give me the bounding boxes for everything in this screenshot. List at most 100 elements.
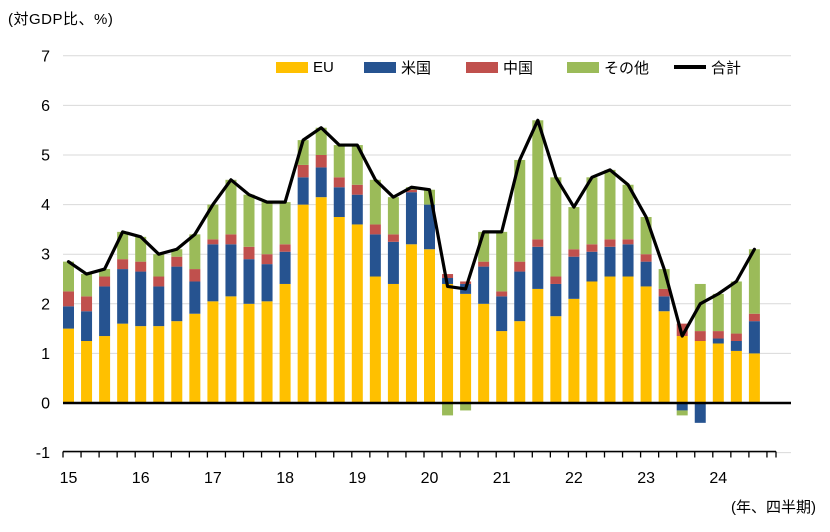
bar-segment	[658, 269, 670, 289]
bar-segment	[387, 283, 399, 403]
bar-segment	[369, 224, 381, 235]
bar-segment	[279, 202, 291, 245]
bar-segment	[387, 241, 399, 284]
bar-segment	[514, 261, 526, 272]
bar-segment	[171, 321, 183, 403]
bar-segment	[604, 169, 616, 240]
bar-segment	[622, 239, 634, 245]
bar-segment	[478, 231, 490, 262]
us-swatch-icon	[364, 61, 396, 73]
bar-segment	[478, 303, 490, 403]
bar-segment	[676, 403, 688, 411]
bar-segment	[207, 239, 219, 245]
bar-segment	[460, 403, 472, 411]
bar-segment	[676, 410, 688, 416]
bar-segment	[405, 192, 417, 245]
bar-segment	[496, 296, 508, 332]
y-axis-tick-label: 3	[41, 247, 50, 264]
bar-segment	[550, 177, 562, 277]
bar-segment	[532, 246, 544, 289]
bar-segment	[550, 316, 562, 403]
bar-segment	[387, 234, 399, 242]
bar-segment	[730, 341, 742, 351]
bar-segment	[189, 281, 201, 314]
bar-segment	[261, 264, 273, 302]
bar-segment	[297, 204, 309, 403]
bar-segment	[135, 236, 147, 262]
bar-segment	[225, 234, 237, 245]
bar-segment	[568, 207, 580, 250]
bar-segment	[712, 293, 724, 332]
bar-segment	[261, 301, 273, 403]
bar-segment	[117, 323, 129, 403]
bar-segment	[694, 331, 706, 341]
bar-segment	[225, 296, 237, 403]
y-axis-tick-label: 2	[41, 296, 50, 313]
x-axis-year-label: 18	[276, 470, 294, 487]
bar-segment	[117, 231, 129, 260]
bar-segment	[405, 189, 417, 193]
eu-swatch-icon	[276, 61, 308, 73]
bar-segment	[315, 155, 327, 168]
bar-segment	[333, 177, 345, 188]
bar-segment	[496, 331, 508, 403]
bar-segment	[81, 296, 93, 312]
bar-segment	[225, 244, 237, 297]
x-axis-year-label: 23	[637, 470, 655, 487]
bar-segment	[586, 244, 598, 252]
bar-segment	[243, 194, 255, 247]
bar-segment	[730, 281, 742, 334]
bar-segment	[586, 251, 598, 282]
bar-segment	[514, 321, 526, 403]
bar-segment	[153, 326, 165, 403]
bar-segment	[297, 164, 309, 178]
bar-segment	[297, 140, 309, 165]
bar-segment	[333, 145, 345, 178]
bar-segment	[315, 197, 327, 403]
bar-segment	[550, 283, 562, 317]
bar-segment	[658, 296, 670, 312]
bar-segment	[387, 197, 399, 235]
legend-item-eu: EU	[276, 56, 334, 78]
x-axis-year-label: 15	[60, 470, 78, 487]
total-line	[66, 118, 757, 338]
bar-segment	[81, 274, 93, 297]
y-axis-tick-label: 0	[41, 396, 50, 413]
bar-segment	[478, 261, 490, 267]
bar-segment	[207, 244, 219, 302]
chart-legend: EU 米国 中国 その他 合計	[0, 56, 830, 78]
bar-segment	[532, 120, 544, 240]
bar-segment	[586, 177, 598, 245]
bar-segment	[369, 276, 381, 403]
bar-segment	[261, 254, 273, 265]
legend-label-us: 米国	[401, 59, 432, 77]
bar-segment	[315, 167, 327, 198]
bar-segment	[369, 179, 381, 225]
x-axis-year-label: 22	[565, 470, 583, 487]
bar-segment	[207, 301, 219, 403]
bar-segment	[81, 341, 93, 403]
bar-segment	[99, 276, 111, 287]
y-axis-tick-label: 5	[41, 148, 50, 165]
bar-segment	[640, 286, 652, 403]
bar-segment	[153, 254, 165, 277]
bar-segment	[712, 338, 724, 344]
bar-segment	[694, 283, 706, 332]
bar-segment	[117, 269, 129, 324]
bar-segment	[694, 341, 706, 403]
bar-segment	[748, 321, 760, 354]
bar-segment	[442, 283, 454, 403]
x-axis-note: (年、四半期)	[731, 499, 816, 516]
bar-segment	[640, 254, 652, 262]
bar-segment	[135, 271, 147, 327]
others-swatch-icon	[567, 61, 599, 73]
bar-segment	[333, 217, 345, 403]
bar-segment	[189, 234, 201, 270]
legend-item-china: 中国	[466, 56, 533, 78]
bar-segment	[225, 179, 237, 235]
bar-segment	[153, 286, 165, 327]
bar-segment	[279, 244, 291, 252]
bar-segment	[63, 328, 74, 403]
bar-segment	[622, 244, 634, 277]
